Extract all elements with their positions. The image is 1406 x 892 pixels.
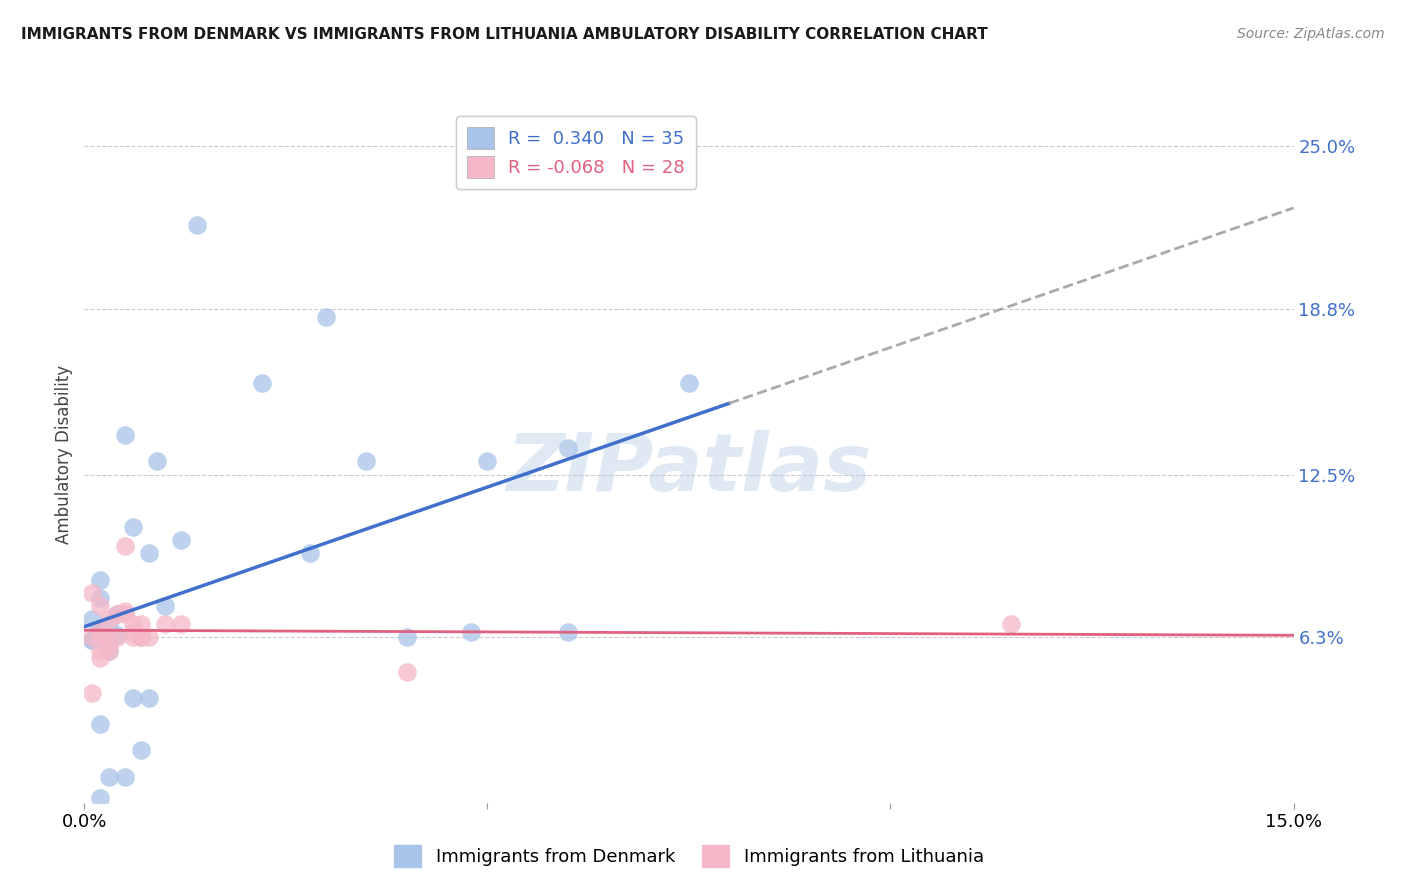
Point bbox=[82, 633, 104, 648]
Point bbox=[557, 625, 579, 640]
Point bbox=[89, 631, 111, 645]
Point bbox=[105, 607, 128, 621]
Point bbox=[121, 631, 143, 645]
Point bbox=[460, 625, 482, 640]
Point bbox=[82, 685, 104, 699]
Point bbox=[146, 454, 169, 468]
Point bbox=[105, 631, 128, 645]
Text: IMMIGRANTS FROM DENMARK VS IMMIGRANTS FROM LITHUANIA AMBULATORY DISABILITY CORRE: IMMIGRANTS FROM DENMARK VS IMMIGRANTS FR… bbox=[21, 27, 988, 42]
Point bbox=[97, 770, 120, 784]
Point bbox=[97, 643, 120, 657]
Point bbox=[129, 743, 152, 757]
Text: Source: ZipAtlas.com: Source: ZipAtlas.com bbox=[1237, 27, 1385, 41]
Point bbox=[105, 607, 128, 621]
Point bbox=[129, 617, 152, 632]
Point bbox=[121, 625, 143, 640]
Point bbox=[121, 520, 143, 534]
Point bbox=[1000, 617, 1022, 632]
Point bbox=[89, 591, 111, 605]
Point bbox=[114, 607, 136, 621]
Legend: Immigrants from Denmark, Immigrants from Lithuania: Immigrants from Denmark, Immigrants from… bbox=[387, 838, 991, 874]
Point bbox=[186, 218, 208, 232]
Point bbox=[97, 643, 120, 657]
Point bbox=[395, 631, 418, 645]
Point bbox=[356, 454, 378, 468]
Point bbox=[153, 617, 176, 632]
Point bbox=[89, 625, 111, 640]
Point bbox=[97, 631, 120, 645]
Point bbox=[129, 631, 152, 645]
Point bbox=[97, 617, 120, 632]
Point bbox=[678, 376, 700, 390]
Point bbox=[138, 546, 160, 560]
Text: ZIPatlas: ZIPatlas bbox=[506, 430, 872, 508]
Point bbox=[477, 454, 499, 468]
Point bbox=[82, 612, 104, 626]
Point bbox=[89, 717, 111, 731]
Point bbox=[114, 539, 136, 553]
Point bbox=[250, 376, 273, 390]
Point bbox=[557, 442, 579, 456]
Point bbox=[89, 790, 111, 805]
Point bbox=[82, 633, 104, 648]
Point bbox=[97, 612, 120, 626]
Point bbox=[170, 533, 193, 548]
Point bbox=[170, 617, 193, 632]
Point bbox=[97, 638, 120, 652]
Point bbox=[89, 573, 111, 587]
Point bbox=[114, 770, 136, 784]
Point bbox=[138, 690, 160, 705]
Point bbox=[114, 428, 136, 442]
Point bbox=[315, 310, 337, 324]
Point bbox=[89, 625, 111, 640]
Point bbox=[114, 604, 136, 618]
Point bbox=[121, 690, 143, 705]
Point bbox=[89, 651, 111, 665]
Point bbox=[89, 599, 111, 613]
Point bbox=[395, 665, 418, 679]
Y-axis label: Ambulatory Disability: Ambulatory Disability bbox=[55, 366, 73, 544]
Point bbox=[153, 599, 176, 613]
Point bbox=[89, 625, 111, 640]
Point bbox=[105, 628, 128, 642]
Point bbox=[89, 643, 111, 657]
Point bbox=[82, 631, 104, 645]
Legend: R =  0.340   N = 35, R = -0.068   N = 28: R = 0.340 N = 35, R = -0.068 N = 28 bbox=[456, 116, 696, 189]
Point bbox=[138, 631, 160, 645]
Point bbox=[299, 546, 322, 560]
Point bbox=[121, 617, 143, 632]
Point bbox=[82, 586, 104, 600]
Point bbox=[129, 631, 152, 645]
